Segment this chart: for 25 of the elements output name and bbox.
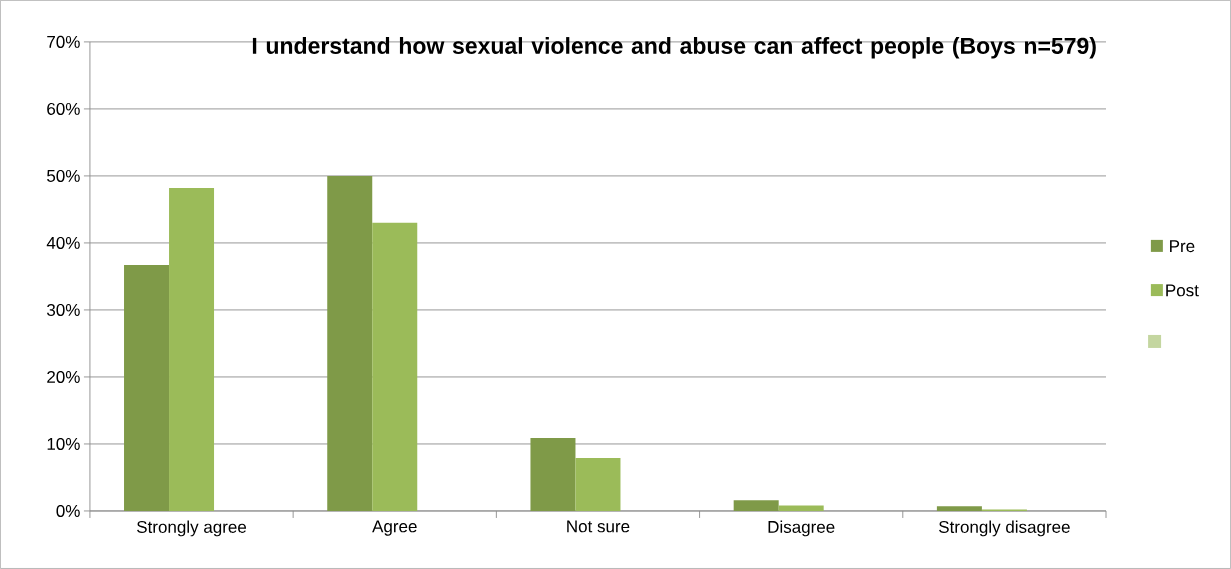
bar: [124, 265, 170, 512]
bar: [936, 506, 982, 512]
chart-title: I understand how sexual violence and abuse can affect people (Boys n=579): [252, 37, 1096, 59]
legend-label: Post: [1166, 284, 1199, 297]
x-tick-label: Strongly disagree: [939, 520, 1070, 537]
bar: [575, 458, 621, 512]
bar: [372, 222, 418, 512]
y-tick-label: 20%: [47, 370, 80, 384]
bar: [530, 437, 576, 512]
bar: [733, 500, 779, 512]
y-tick-label: 70%: [47, 35, 80, 48]
x-tick-label: Disagree: [768, 520, 835, 537]
y-tick-label: 50%: [47, 169, 80, 182]
bar: [778, 505, 824, 512]
bar: [327, 175, 373, 512]
x-tick-label: Not sure: [567, 520, 630, 533]
y-tick-label: 60%: [47, 102, 80, 115]
y-tick-label: 0%: [56, 505, 80, 518]
y-tick-label: 30%: [47, 303, 80, 317]
y-tick-label: 10%: [47, 438, 80, 451]
legend-label: Pre: [1170, 240, 1195, 253]
x-tick-label: Strongly agree: [137, 520, 247, 537]
bar: [169, 188, 215, 512]
x-tick-label: Agree: [372, 520, 417, 536]
y-tick-label: 40%: [46, 236, 80, 250]
